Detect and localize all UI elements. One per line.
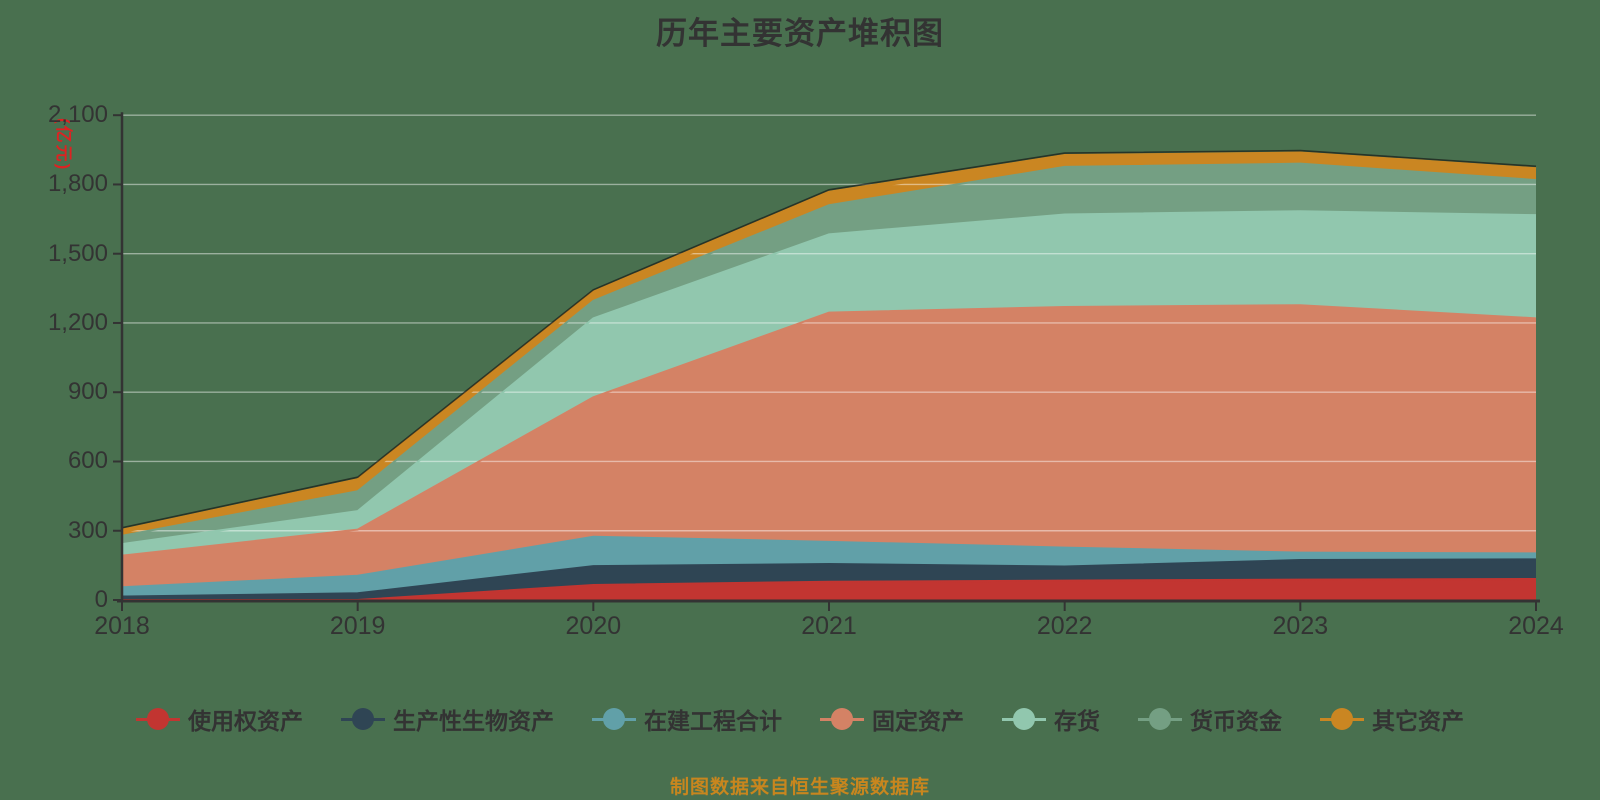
x-tick-label: 2022 — [1036, 612, 1093, 640]
legend-label: 固定资产 — [872, 708, 964, 734]
legend-item-monetary-funds[interactable]: 货币资金 — [1138, 702, 1282, 736]
data-source-note: 制图数据来自恒生聚源数据库 — [669, 777, 930, 798]
y-tick-label: 900 — [67, 378, 108, 406]
x-tick-label: 2024 — [1508, 612, 1564, 640]
legend-marker-icon — [1002, 707, 1046, 731]
area-inventory — [122, 211, 1536, 556]
y-tick-label: 600 — [67, 447, 108, 475]
legend-dot — [1149, 708, 1171, 730]
legend-label: 生产性生物资产 — [393, 708, 554, 734]
legend-marker-icon — [1320, 707, 1364, 731]
page-title: 历年主要资产堆积图 — [656, 16, 944, 51]
chart-legend: 使用权资产 生产性生物资产 在建工程合计 固定资产 存货 货币资金 其它资产 — [0, 695, 1600, 743]
line-other-assets — [121, 151, 1537, 534]
line-inventory — [121, 210, 1537, 546]
y-tick-label: 1,500 — [47, 239, 108, 267]
line-construction-in-progress — [121, 535, 1537, 589]
legend-marker-icon — [341, 707, 385, 731]
x-tick-label: 2020 — [565, 612, 622, 640]
stack-top-edge-line — [121, 149, 1537, 529]
legend-item-construction-in-progress[interactable]: 在建工程合计 — [592, 702, 782, 736]
legend-label: 存货 — [1054, 708, 1100, 734]
legend-item-inventory[interactable]: 存货 — [1002, 702, 1100, 736]
legend-dot — [603, 708, 625, 730]
line-productive-biological-assets — [121, 558, 1537, 598]
legend-dot — [147, 708, 169, 730]
y-tick-label: 1,800 — [47, 170, 108, 198]
legend-marker-icon — [136, 707, 180, 731]
x-tick-label: 2023 — [1272, 612, 1329, 640]
legend-item-fixed-assets[interactable]: 固定资产 — [820, 702, 964, 736]
legend-label: 使用权资产 — [188, 708, 303, 734]
legend-item-right-of-use-assets[interactable]: 使用权资产 — [136, 702, 303, 736]
legend-dot — [1331, 708, 1353, 730]
y-tick-label: 0 — [94, 586, 108, 613]
legend-item-other-assets[interactable]: 其它资产 — [1320, 702, 1464, 736]
area-fixed-assets — [122, 305, 1536, 588]
line-monetary-funds — [121, 162, 1537, 537]
area-right-of-use-assets — [122, 578, 1536, 600]
legend-item-productive-biological-assets[interactable]: 生产性生物资产 — [341, 702, 554, 736]
legend-marker-icon — [592, 707, 636, 731]
legend-label: 其它资产 — [1372, 708, 1464, 734]
area-construction-in-progress — [122, 536, 1536, 597]
area-productive-biological-assets — [122, 559, 1536, 600]
area-monetary-funds — [122, 163, 1536, 545]
y-tick-label: 1,200 — [47, 308, 108, 336]
legend-marker-icon — [1138, 707, 1182, 731]
y-tick-label: 2,100 — [47, 101, 108, 129]
legend-dot — [352, 708, 374, 730]
y-tick-label: 300 — [67, 516, 108, 544]
legend-dot — [1013, 708, 1035, 730]
line-fixed-assets — [121, 304, 1537, 557]
x-tick-label: 2021 — [801, 612, 857, 640]
legend-dot — [831, 708, 853, 730]
x-tick-label: 2018 — [94, 612, 150, 640]
legend-label: 在建工程合计 — [644, 708, 782, 734]
legend-marker-icon — [820, 707, 864, 731]
legend-label: 货币资金 — [1190, 708, 1282, 734]
x-tick-label: 2019 — [329, 612, 386, 640]
